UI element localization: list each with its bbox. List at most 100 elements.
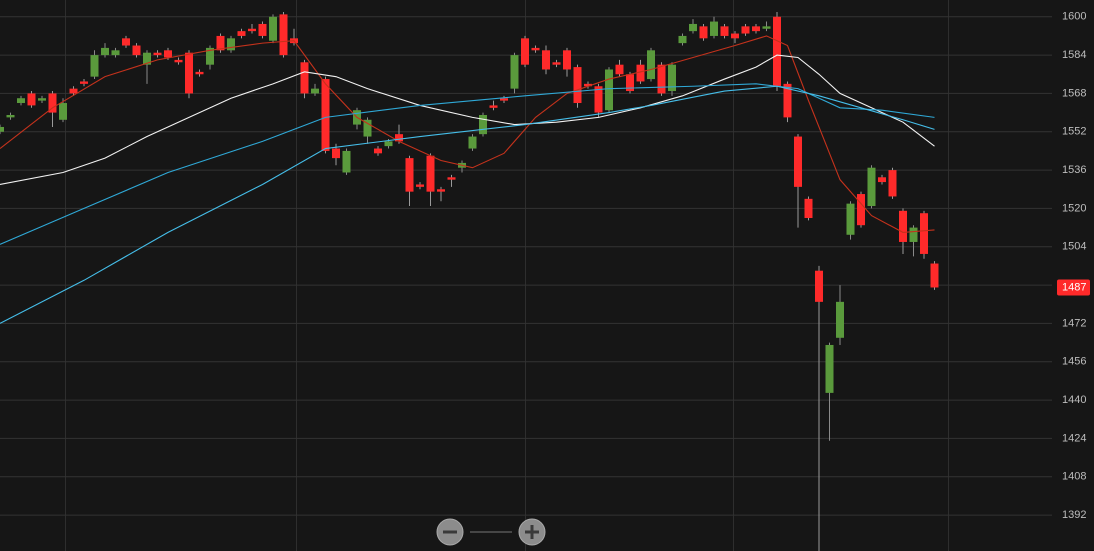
candle-body <box>258 23 267 36</box>
last-price-tag <box>1057 279 1090 296</box>
candle-body <box>531 47 540 51</box>
candle-body <box>342 150 351 173</box>
candle-body <box>752 26 760 32</box>
candle-body <box>500 98 508 101</box>
candle-body <box>111 50 120 56</box>
candle-body <box>920 213 928 254</box>
candle-body <box>857 194 865 226</box>
candle-body <box>227 38 235 51</box>
candle-body <box>720 26 729 36</box>
candle-body <box>216 35 225 51</box>
candle-body <box>0 126 4 132</box>
candle-body <box>195 71 204 75</box>
candle-body <box>80 81 88 84</box>
candle-body <box>836 301 844 338</box>
y-axis: 1392140814241440145614721488150415201536… <box>1057 11 1090 521</box>
y-tick-label: 1520 <box>1062 202 1086 214</box>
candle-body <box>909 227 918 242</box>
candle-body <box>395 134 403 142</box>
y-tick-label: 1600 <box>1062 11 1086 23</box>
candle-body <box>468 136 477 149</box>
candle-body <box>689 23 697 32</box>
y-tick-label: 1584 <box>1062 49 1086 61</box>
y-tick-label: 1504 <box>1062 241 1086 253</box>
y-tick-label: 1424 <box>1062 432 1086 444</box>
candle-body <box>6 114 15 118</box>
candle-body <box>699 26 708 39</box>
candle-body <box>300 62 309 94</box>
y-tick-label: 1440 <box>1062 394 1086 406</box>
candle-body <box>132 45 141 56</box>
candle-body <box>332 148 340 159</box>
candle-body <box>815 270 823 302</box>
y-tick-label: 1552 <box>1062 126 1086 138</box>
candle-body <box>437 189 445 192</box>
candle-body <box>279 14 288 56</box>
candle-body <box>174 59 183 63</box>
candle-body <box>363 119 372 137</box>
candle-body <box>762 26 771 29</box>
candle-body <box>384 141 393 147</box>
candle-body <box>101 47 109 56</box>
candle-body <box>804 198 813 219</box>
candle-body <box>773 16 781 87</box>
candle-body <box>143 52 151 65</box>
candle-body <box>185 52 193 94</box>
moving-average-line <box>0 83 935 245</box>
candle-body <box>122 38 130 46</box>
candle-body <box>846 203 855 235</box>
zoom-out-button[interactable] <box>436 518 464 546</box>
candle-body <box>930 263 939 288</box>
candle-body <box>416 184 424 187</box>
candle-body <box>741 26 750 34</box>
candle-body <box>594 86 603 113</box>
candle-body <box>552 62 561 65</box>
candle-body <box>237 31 246 36</box>
candle-body <box>269 16 277 41</box>
zoom-in-button[interactable] <box>518 518 546 546</box>
candle-body <box>605 69 613 111</box>
candle-body <box>647 50 655 80</box>
candle-body <box>38 98 46 101</box>
candle-body <box>563 50 571 70</box>
candle-body <box>321 79 330 151</box>
candle-body <box>878 177 886 183</box>
candle-body <box>374 148 382 154</box>
candle-body <box>27 93 36 106</box>
candle-body <box>626 74 634 92</box>
candle-body <box>59 103 67 120</box>
candle-body <box>899 210 907 242</box>
candle-body <box>311 88 319 94</box>
candle-body <box>783 83 792 118</box>
candle-body <box>825 344 834 393</box>
y-tick-label: 1408 <box>1062 471 1086 483</box>
candle-body <box>794 136 802 187</box>
candle-body <box>69 88 78 94</box>
candle-body <box>90 55 99 77</box>
y-tick-label: 1536 <box>1062 164 1086 176</box>
candle-body <box>731 33 739 39</box>
moving-average-line <box>0 85 935 324</box>
candle-body <box>447 177 456 180</box>
y-tick-label: 1456 <box>1062 356 1086 368</box>
candle-body <box>17 98 25 104</box>
candle-body <box>888 170 897 197</box>
candle-body <box>657 64 666 94</box>
candle-body <box>710 21 718 36</box>
candle-body <box>584 83 592 87</box>
candle-body <box>164 50 172 58</box>
candle-body <box>678 35 687 44</box>
y-tick-label: 1472 <box>1062 317 1086 329</box>
zoom-controls <box>436 518 546 546</box>
candle-body <box>510 55 519 89</box>
candle-body <box>426 155 435 192</box>
y-tick-label: 1568 <box>1062 87 1086 99</box>
last-price-label: 1487 <box>1062 281 1086 293</box>
candle-body <box>489 105 498 108</box>
candle-body <box>668 64 676 92</box>
candle-body <box>636 64 645 82</box>
candle-body <box>867 167 876 207</box>
candle-body <box>153 52 162 56</box>
